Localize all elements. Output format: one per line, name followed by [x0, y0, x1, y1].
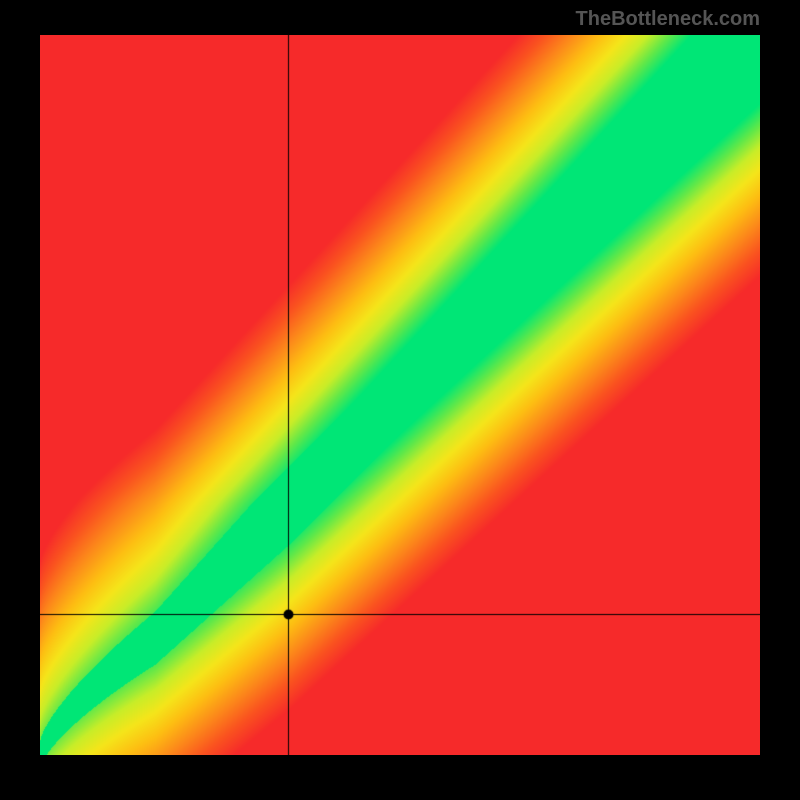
heatmap-canvas	[40, 35, 760, 755]
plot-area	[40, 35, 760, 755]
watermark-text: TheBottleneck.com	[576, 8, 760, 31]
chart-container: TheBottleneck.com	[0, 0, 800, 800]
